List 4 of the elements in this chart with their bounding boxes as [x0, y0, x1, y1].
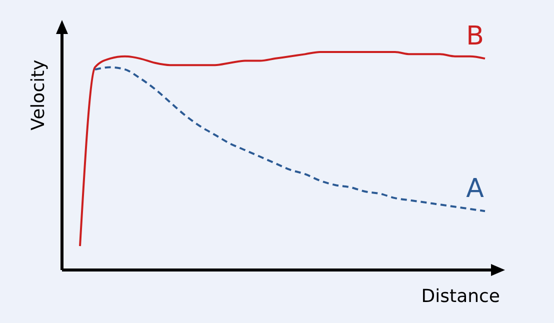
x-axis-title: Distance	[421, 286, 500, 307]
y-axis-title: Velocity	[28, 59, 49, 130]
series-label: A	[466, 174, 484, 204]
series-label: B	[466, 22, 484, 52]
